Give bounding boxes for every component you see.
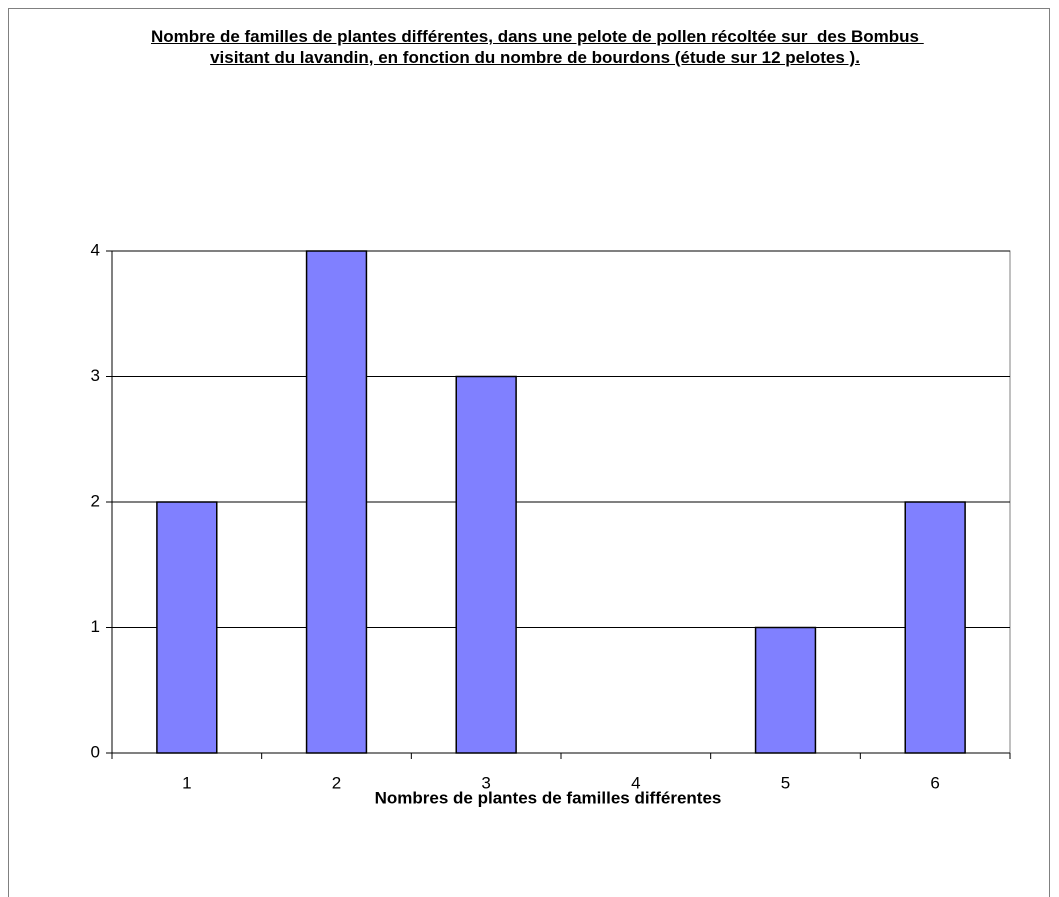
y-tick-label: 1 xyxy=(91,617,100,636)
y-tick-label: 4 xyxy=(91,240,100,259)
chart-title: Nombre de familles de plantes différente… xyxy=(150,27,924,67)
chart-frame xyxy=(8,8,1050,897)
y-tick-label: 2 xyxy=(91,491,100,510)
bar xyxy=(156,501,218,754)
bar xyxy=(455,375,517,754)
bar xyxy=(305,250,368,754)
x-tick-label: 2 xyxy=(332,773,341,792)
y-tick-label: 0 xyxy=(91,742,100,761)
bar xyxy=(904,501,966,754)
bar xyxy=(754,626,817,754)
x-tick-label: 3 xyxy=(481,773,490,792)
x-tick-label: 1 xyxy=(182,773,191,792)
x-axis-label: Nombres de plantes de familles différent… xyxy=(375,788,722,807)
x-tick-label: 4 xyxy=(631,773,640,792)
y-tick-label: 3 xyxy=(91,366,100,385)
x-tick-label: 5 xyxy=(781,773,790,792)
x-tick-label: 6 xyxy=(930,773,939,792)
